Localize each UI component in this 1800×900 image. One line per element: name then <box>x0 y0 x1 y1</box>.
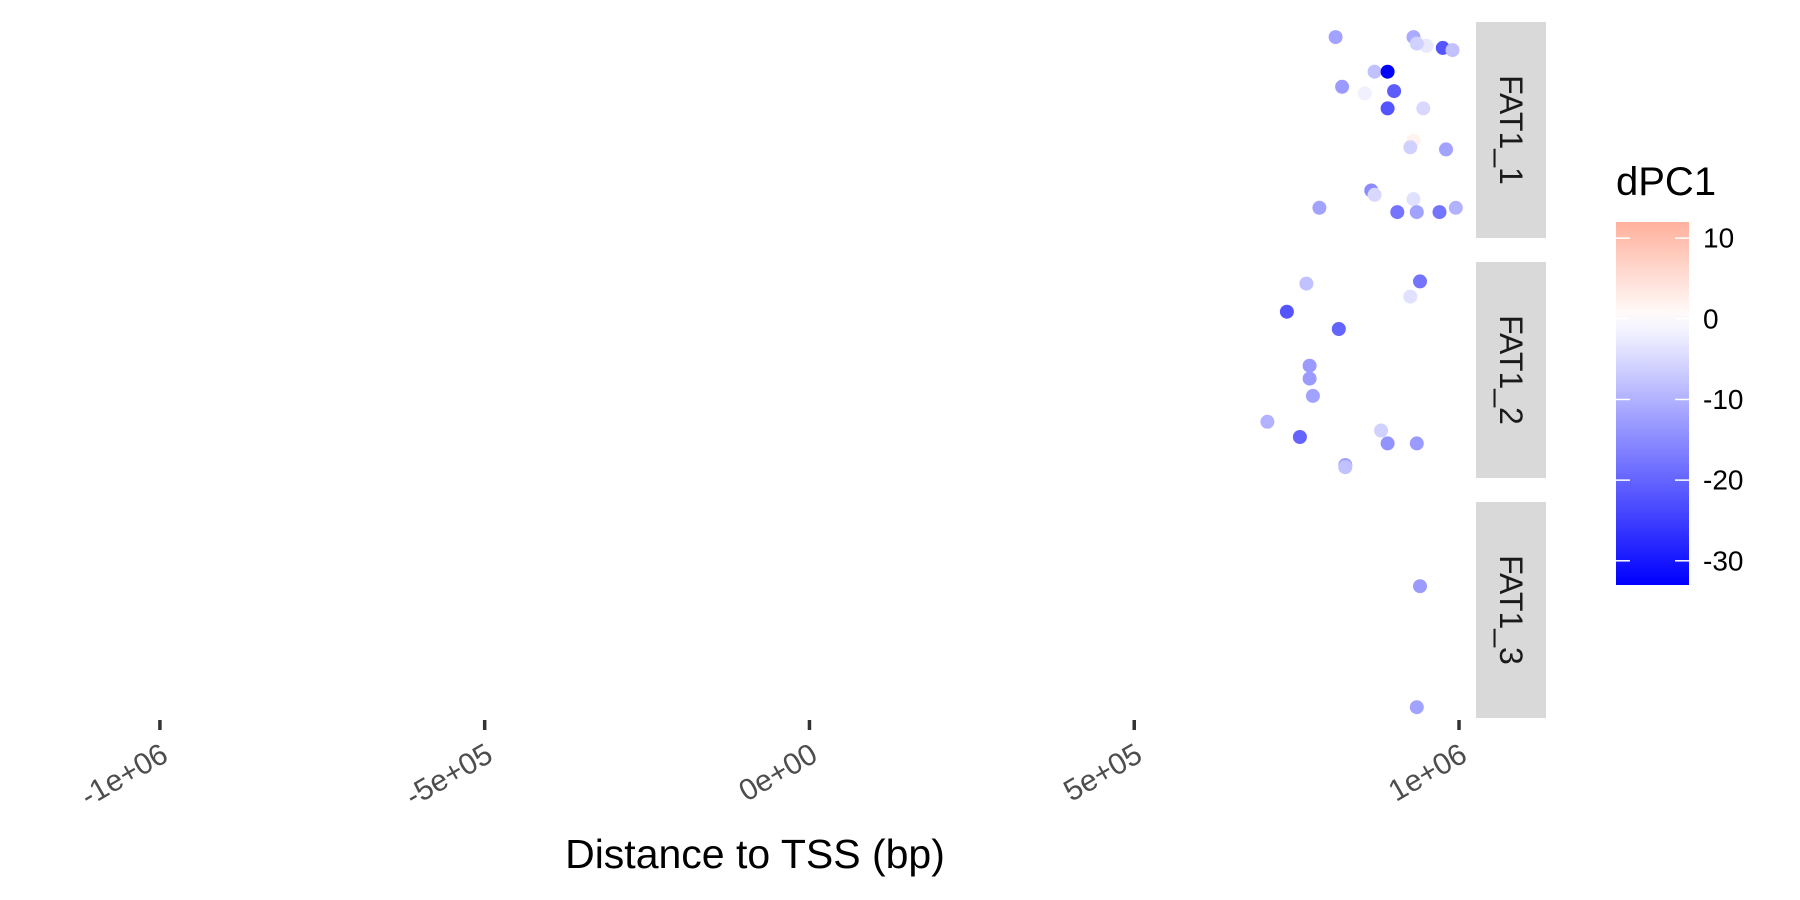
x-tick-label: -1e+06 <box>75 737 173 813</box>
facet-panels <box>1260 30 1463 715</box>
facet-strip: FAT1_2 <box>1476 262 1546 478</box>
data-point <box>1390 205 1405 220</box>
data-point <box>1409 436 1424 451</box>
data-point <box>1374 423 1389 438</box>
data-point <box>1413 274 1427 289</box>
data-point <box>1302 371 1317 386</box>
facet-strips: FAT1_1 FAT1_2 FAT1_3 <box>1476 22 1546 718</box>
facet-strip: FAT1_1 <box>1476 22 1546 238</box>
data-point <box>1260 414 1275 429</box>
color-legend: dPC1 10 0 -10 -20 -30 <box>1616 160 1743 585</box>
data-point <box>1367 187 1382 202</box>
data-point <box>1380 101 1395 116</box>
legend-ticks: 10 0 -10 -20 -30 <box>1616 223 1743 576</box>
data-point <box>1312 200 1327 215</box>
data-point <box>1331 322 1346 336</box>
data-point <box>1409 205 1424 220</box>
facet-strip: FAT1_3 <box>1476 502 1546 718</box>
data-point <box>1292 430 1307 444</box>
data-point <box>1403 289 1418 304</box>
data-point <box>1439 142 1453 157</box>
data-point <box>1305 388 1320 403</box>
legend-tick-label: -10 <box>1703 384 1743 415</box>
data-point <box>1302 358 1317 373</box>
x-axis: -1e+06 -5e+05 0e+00 5e+05 1e+06 <box>75 720 1473 813</box>
strip-background <box>1476 22 1546 238</box>
data-point <box>1357 86 1372 101</box>
data-point <box>1432 205 1447 220</box>
data-point <box>1328 30 1343 45</box>
legend-title: dPC1 <box>1616 160 1716 204</box>
strip-background <box>1476 502 1546 718</box>
data-point <box>1387 84 1402 99</box>
strip-label: FAT1_1 <box>1493 75 1529 185</box>
data-point <box>1406 192 1421 207</box>
x-tick-label: 5e+05 <box>1058 737 1147 808</box>
data-point <box>1380 436 1395 451</box>
data-point <box>1279 304 1294 319</box>
strip-label: FAT1_3 <box>1493 555 1529 665</box>
facet-panel <box>1312 30 1463 220</box>
facet-panel <box>1409 579 1427 715</box>
legend-tick-label: 10 <box>1703 223 1734 254</box>
data-point <box>1403 140 1418 155</box>
data-point <box>1338 460 1353 475</box>
data-point <box>1299 276 1314 291</box>
data-point <box>1367 64 1382 79</box>
data-point <box>1448 200 1463 215</box>
x-axis-title: Distance to TSS (bp) <box>565 831 945 877</box>
data-point <box>1409 700 1424 715</box>
strip-background <box>1476 262 1546 478</box>
colorbar <box>1616 222 1689 585</box>
data-point <box>1445 43 1460 58</box>
strip-label: FAT1_2 <box>1493 315 1529 425</box>
facet-panel <box>1260 274 1427 475</box>
data-point <box>1380 64 1395 79</box>
x-tick-label: -5e+05 <box>400 737 498 813</box>
x-tick-label: 1e+06 <box>1383 737 1472 808</box>
legend-tick-label: -20 <box>1703 465 1743 496</box>
data-point <box>1335 79 1350 94</box>
data-point <box>1413 579 1427 594</box>
data-point <box>1409 36 1424 51</box>
x-tick-label: 0e+00 <box>733 737 822 808</box>
legend-tick-label: -30 <box>1703 545 1743 576</box>
data-point <box>1416 101 1431 116</box>
legend-tick-label: 0 <box>1703 303 1719 334</box>
